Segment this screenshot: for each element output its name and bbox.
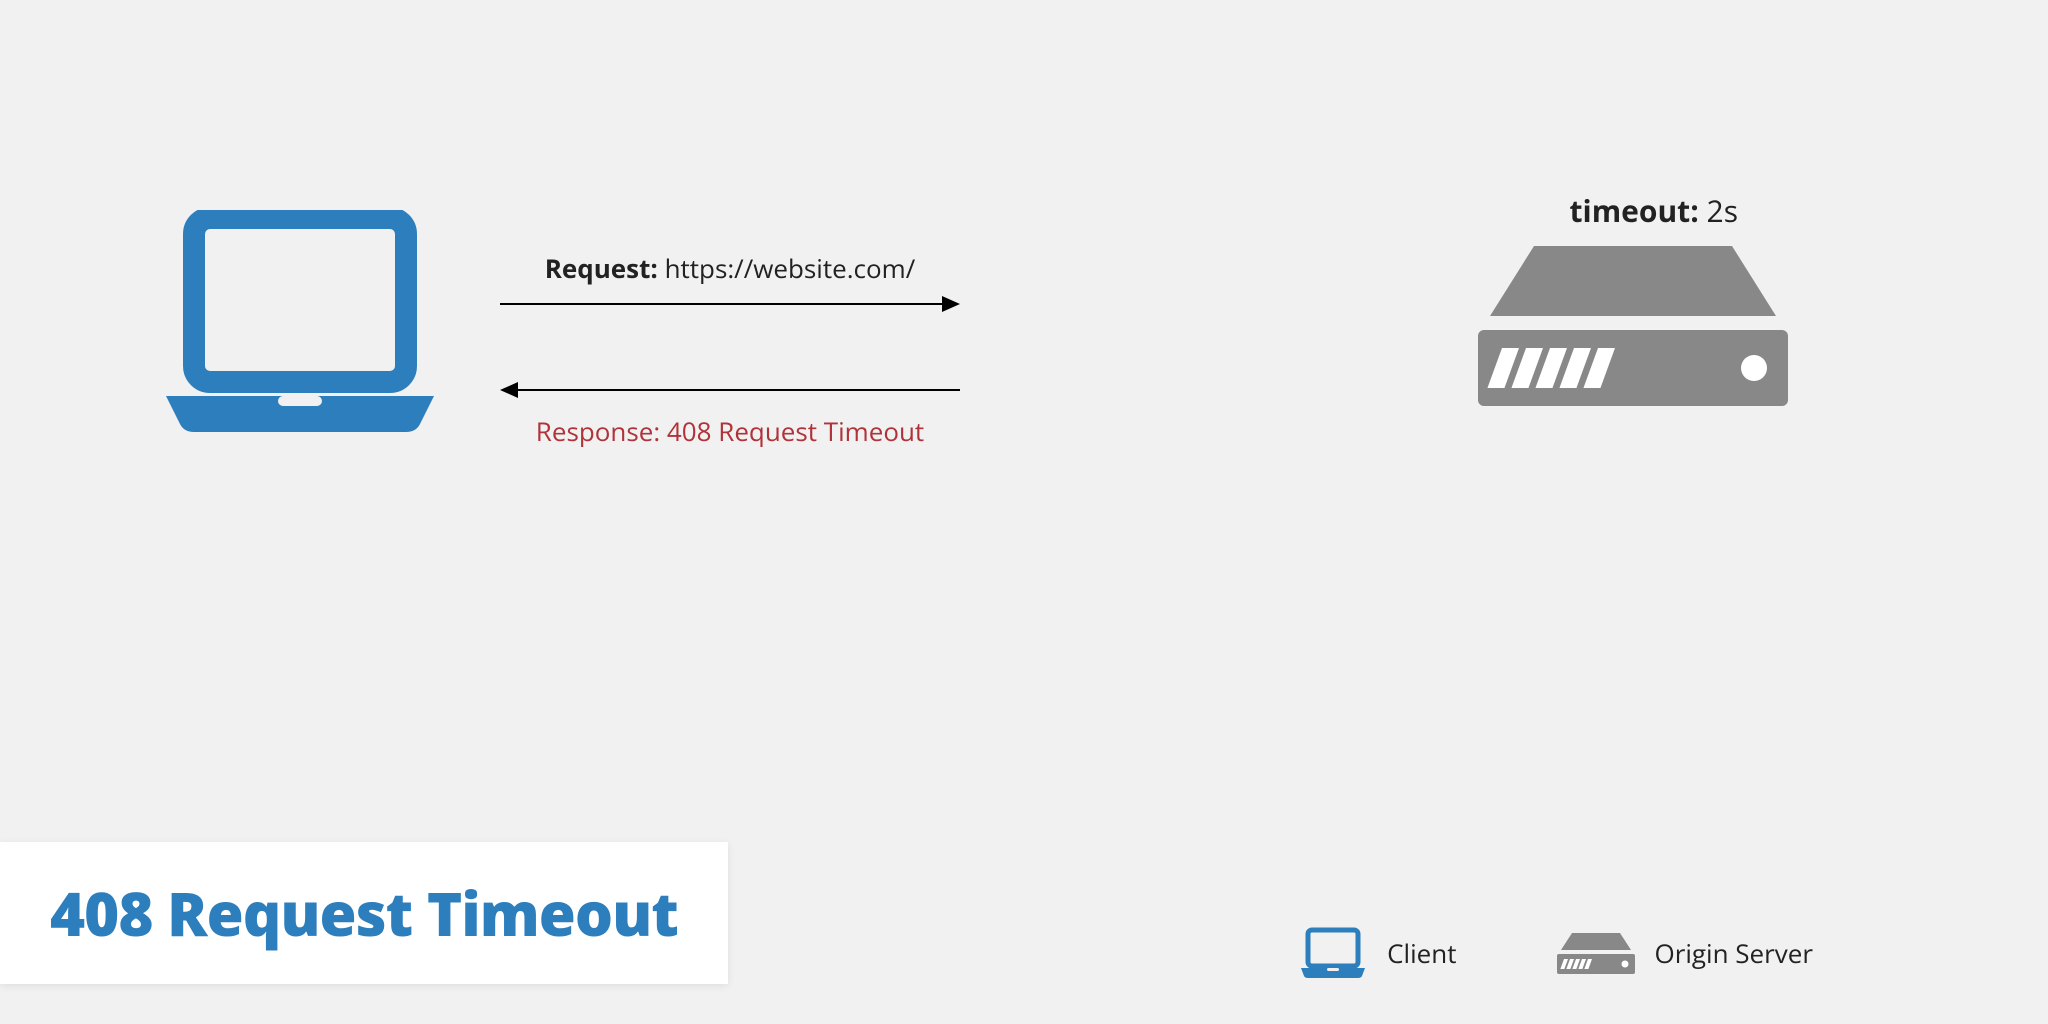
timeout-value: 2s: [1707, 190, 1738, 231]
legend: Client Origin Server: [1299, 927, 1813, 979]
request-key: Request:: [545, 250, 658, 286]
request-url: https://website.com/: [665, 250, 916, 286]
request-arrow-group: Request: https://website.com/: [500, 250, 960, 319]
page-title: 408 Request Timeout: [50, 872, 678, 954]
legend-client: Client: [1299, 927, 1456, 979]
laptop-small-icon: [1299, 927, 1367, 979]
arrow-left-icon: [500, 380, 960, 400]
server-small-icon: [1557, 931, 1635, 975]
laptop-icon: [160, 210, 440, 445]
diagram-area: timeout: 2s Request: https://website.com…: [0, 200, 2048, 520]
legend-server: Origin Server: [1557, 931, 1814, 975]
request-label: Request: https://website.com/: [500, 250, 960, 286]
timeout-key: timeout:: [1570, 190, 1699, 231]
timeout-label: timeout: 2s: [1570, 190, 1738, 231]
response-label: Response: 408 Request Timeout: [500, 413, 960, 449]
response-message: 408 Request Timeout: [667, 413, 924, 449]
response-arrow-group: Response: 408 Request Timeout: [500, 380, 960, 449]
title-box: 408 Request Timeout: [0, 842, 728, 984]
response-key: Response:: [536, 413, 660, 449]
arrow-right-icon: [500, 294, 960, 314]
legend-server-label: Origin Server: [1655, 935, 1814, 971]
legend-client-label: Client: [1387, 935, 1456, 971]
server-icon: [1478, 240, 1788, 415]
